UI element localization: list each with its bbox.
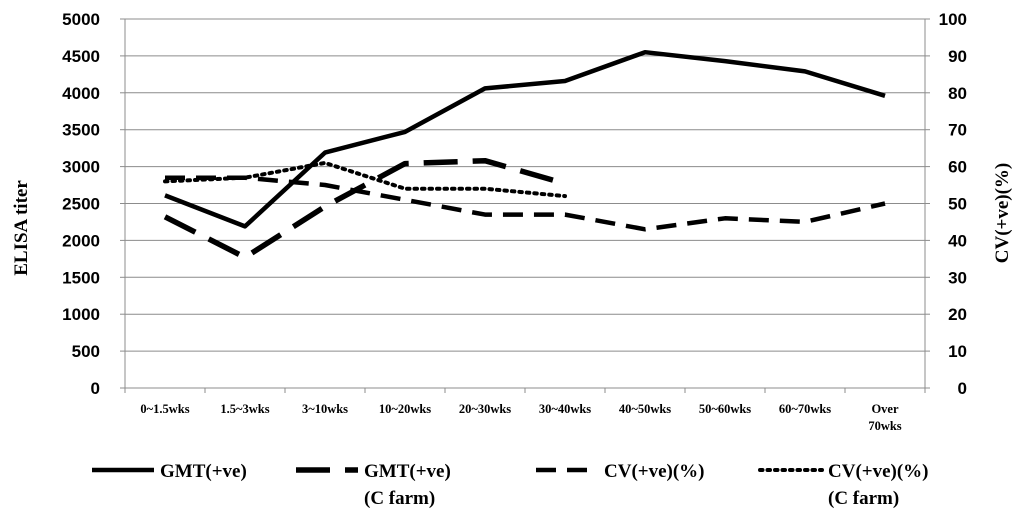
right-axis-title: CV(+ve)(%) [992,163,1013,264]
category-label: Over 70wks [868,402,901,433]
right-tick-label: 30 [948,268,967,287]
category-label: 10~20wks [379,402,431,416]
left-axis-ticks: 0 500 1000 1500 2000 2500 3000 3500 4000 4500 5000 [62,10,100,398]
category-label: 0~1.5wks [140,402,189,416]
right-tick-label: 80 [948,84,967,103]
right-tick-label: 50 [948,195,967,214]
right-tick-label: 20 [948,305,967,324]
left-tick-label: 0 [91,379,100,398]
left-tick-label: 3000 [62,158,100,177]
legend-label: CV(+ve)(%) [828,461,929,482]
legend: GMT(+ve) GMT(+ve) (C farm) CV(+ve)(%) CV(+ve… [92,461,929,509]
right-tick-label: 60 [948,158,967,177]
category-label: 60~70wks [779,402,831,416]
series-line [165,175,886,232]
right-axis-ticks: 0 10 20 30 40 50 60 70 80 90 100 [939,10,967,398]
axes [120,18,930,393]
series-line [163,160,567,199]
left-tick-label: 4500 [62,47,100,66]
category-label: 20~30wks [459,402,511,416]
category-labels: 0~1.5wks 1.5~3wks 3~10wks 10~20wks 20~30wks 3… [140,402,901,433]
left-tick-label: 2500 [62,195,100,214]
left-tick-label: 5000 [62,10,100,29]
series-line [164,49,886,229]
right-tick-label: 40 [948,231,967,250]
right-tick-label: 100 [939,10,967,29]
category-label: 50~60wks [699,402,751,416]
right-tick-label: 10 [948,342,967,361]
series-lines [163,49,886,261]
legend-label: GMT(+ve) [364,461,451,482]
left-tick-label: 2000 [62,231,100,250]
category-label: 40~50wks [619,402,671,416]
right-tick-label: 90 [948,47,967,66]
left-tick-label: 1000 [62,305,100,324]
right-tick-label: 0 [958,379,967,398]
legend-label: GMT(+ve) [160,461,247,482]
right-tick-label: 70 [948,121,967,140]
gridlines [125,18,925,352]
category-label: 3~10wks [302,402,348,416]
category-label: 30~40wks [539,402,591,416]
series-line [163,157,566,261]
legend-label-line2: (C farm) [364,488,435,509]
legend-label: CV(+ve)(%) [604,461,705,482]
category-label: 1.5~3wks [220,402,269,416]
left-tick-label: 1500 [62,268,100,287]
left-axis-title: ELISA titer [11,180,32,276]
legend-label-line2: (C farm) [828,488,899,509]
left-tick-label: 3500 [62,121,100,140]
left-tick-label: 4000 [62,84,100,103]
left-tick-label: 500 [72,342,100,361]
